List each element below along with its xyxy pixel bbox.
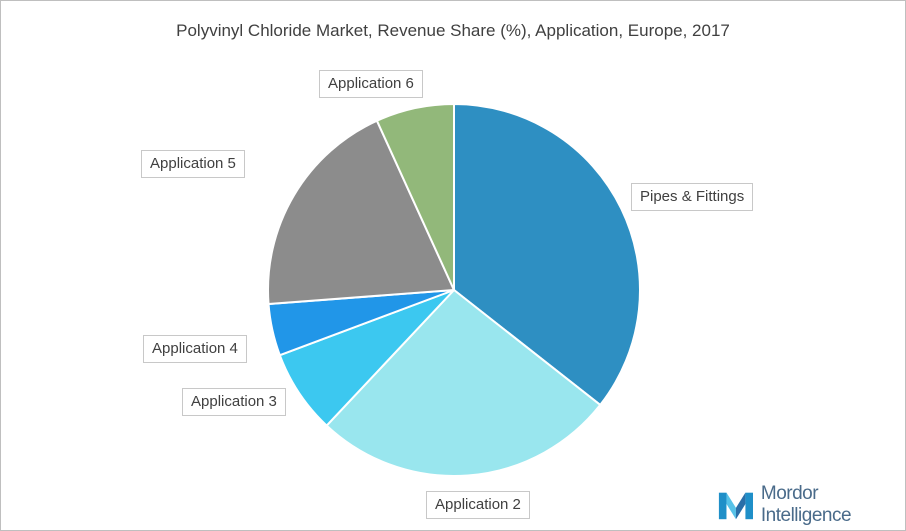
slice-label-pipes-fittings: Pipes & Fittings (631, 183, 754, 211)
slice-label-application-3: Application 3 (182, 388, 286, 416)
pie-slice-application-5 (267, 119, 456, 306)
pie-slice-application-2 (325, 288, 602, 477)
pie-slice-pipes-fittings (453, 102, 641, 407)
logo-text: Mordor Intelligence (760, 483, 852, 526)
mordor-logo-icon (718, 492, 753, 520)
slice-label-application-5: Application 5 (141, 150, 245, 178)
slice-label-application-2: Application 2 (426, 491, 530, 519)
pie-slice-application-6 (375, 102, 455, 291)
slice-label-application-4: Application 4 (143, 335, 247, 363)
brand-logo: Mordor Intelligence (717, 483, 905, 526)
slice-label-application-6: Application 6 (319, 70, 423, 98)
chart-title: Polyvinyl Chloride Market, Revenue Share… (176, 21, 730, 40)
